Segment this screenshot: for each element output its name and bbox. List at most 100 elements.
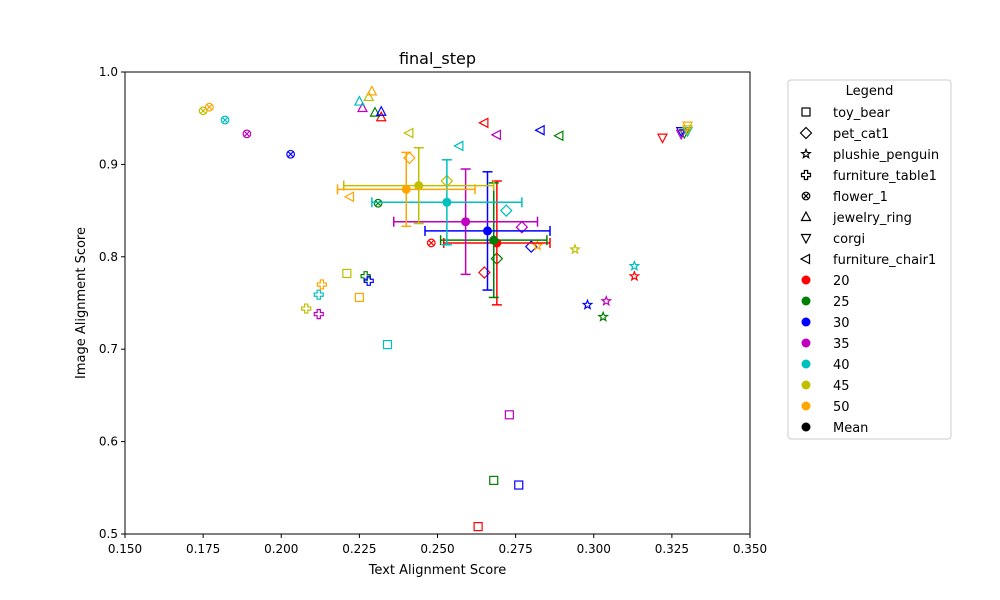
legend-label: furniture_chair1	[833, 253, 936, 268]
legend-dot	[801, 275, 811, 285]
data-point-furniture_chair1-30	[534, 124, 545, 136]
data-point-plushie_penguin-35	[600, 294, 613, 307]
data-point-pet_cat1-35	[515, 220, 529, 234]
y-axis: 0.5 0.6 0.7 0.8 0.9 1.0	[99, 65, 125, 541]
x-axis: 0.150 0.175 0.200 0.225 0.250 0.275 0.300 0.325…	[108, 534, 767, 556]
data-point-flower_1-30	[286, 149, 296, 159]
legend-marker-jewelry_ring	[800, 210, 812, 222]
mean-errorbar-50	[336, 151, 476, 228]
x-tick-label: 0.350	[733, 542, 767, 556]
data-point-flower_1-35	[242, 129, 252, 139]
data-point-plushie_penguin-40	[628, 259, 641, 272]
legend-item-furniture_chair1: furniture_chair1	[799, 253, 936, 268]
mean-errorbar-35	[393, 168, 539, 276]
data-point-furniture_chair1-45	[403, 127, 414, 139]
legend-marker-toy_bear	[801, 107, 811, 117]
data-point-toy_bear-25	[489, 475, 499, 486]
data-point-toy_bear-20	[473, 522, 483, 532]
mean-point-25	[489, 235, 499, 245]
legend-label: 30	[833, 316, 850, 331]
legend-item-step-50: 50	[801, 400, 850, 415]
legend-label: jewelry_ring	[832, 211, 912, 226]
legend-item-mean: Mean	[801, 421, 868, 436]
data-point-flower_1-50	[204, 102, 214, 112]
legend-label: 40	[833, 358, 850, 373]
legend-marker-furniture_table1	[800, 169, 812, 181]
data-point-corgi-45	[682, 125, 693, 136]
mean-point-50	[401, 184, 411, 194]
data-point-furniture_chair1-40	[453, 140, 464, 152]
x-tick-label: 0.250	[420, 542, 454, 556]
legend-label: 50	[833, 400, 850, 415]
data-point-toy_bear-35	[504, 410, 514, 420]
data-point-jewelry_ring-45	[363, 90, 375, 102]
legend-item-step-45: 45	[801, 379, 850, 394]
legend-box	[787, 79, 952, 440]
data-point-furniture_table1-25	[360, 271, 371, 282]
y-tick-label: 0.6	[99, 435, 118, 449]
y-tick-label: 0.5	[99, 527, 118, 541]
mean-point-35	[461, 217, 471, 227]
mean-errorbar-45	[343, 147, 495, 225]
legend-dot	[801, 359, 811, 369]
x-tick-label: 0.150	[108, 542, 142, 556]
x-axis-label: Text Alignment Score	[368, 563, 507, 578]
data-point-furniture_chair1-25	[553, 130, 564, 142]
data-point-plushie_penguin-25	[597, 310, 610, 322]
legend-item-step-40: 40	[801, 358, 850, 373]
legend-label: furniture_table1	[833, 169, 937, 184]
mean-point-30	[483, 226, 492, 236]
plot-area	[198, 85, 693, 532]
legend-marker-flower_1	[801, 191, 811, 201]
y-axis-label: Image Alignment Score	[74, 227, 89, 379]
legend-label: toy_bear	[833, 106, 890, 121]
x-tick-label: 0.275	[498, 542, 532, 556]
legend-label: Mean	[833, 421, 868, 436]
x-tick-label: 0.225	[342, 542, 376, 556]
data-point-furniture_chair1-35	[490, 129, 501, 141]
mean-point-40	[442, 197, 452, 207]
data-point-corgi-20	[657, 133, 668, 144]
data-point-corgi-35	[675, 129, 687, 141]
data-point-toy_bear-50	[354, 292, 364, 303]
legend-label: flower_1	[833, 190, 888, 205]
legend-marker-corgi	[800, 233, 812, 245]
data-point-furniture_table1-50	[316, 279, 327, 290]
data-point-pet_cat1-40	[499, 204, 513, 217]
data-point-jewelry_ring-50	[366, 85, 378, 96]
legend-label: plushie_penguin	[833, 148, 939, 163]
x-tick-label: 0.325	[655, 542, 689, 556]
legend: Legend toy_bear pet_cat1 plushie_penguinfu…	[787, 79, 952, 440]
data-point-furniture_chair1-50	[343, 191, 355, 203]
legend-item-corgi: corgi	[800, 232, 865, 247]
y-tick-label: 0.7	[99, 342, 118, 356]
legend-item-step-20: 20	[801, 274, 850, 289]
legend-label: 25	[833, 295, 850, 310]
y-tick-label: 0.9	[99, 157, 118, 171]
y-tick-label: 1.0	[99, 65, 118, 79]
data-point-toy_bear-45	[342, 268, 352, 279]
legend-item-step-35: 35	[801, 337, 850, 352]
data-point-jewelry_ring-25	[369, 106, 381, 117]
data-point-toy_bear-40	[382, 339, 393, 350]
data-point-plushie_penguin-50	[531, 239, 544, 251]
legend-label: 45	[833, 379, 850, 394]
data-point-corgi-30	[675, 127, 687, 138]
data-point-jewelry_ring-40	[353, 95, 365, 106]
data-point-toy_bear-30	[514, 480, 524, 490]
legend-item-pet_cat1: pet_cat1	[799, 126, 889, 142]
data-point-furniture_table1-35	[313, 308, 324, 320]
plot-frame	[124, 71, 751, 535]
legend-marker-pet_cat1	[799, 126, 813, 140]
data-point-furniture_table1-40	[313, 289, 324, 300]
legend-dot	[801, 380, 811, 390]
legend-item-step-30: 30	[801, 316, 850, 331]
legend-item-furniture_table1: furniture_table1	[800, 169, 937, 184]
legend-label: 20	[833, 274, 850, 289]
data-point-corgi-50	[682, 121, 693, 132]
data-point-furniture_table1-30	[363, 275, 374, 286]
legend-item-flower_1: flower_1	[801, 190, 888, 205]
data-point-plushie_penguin-20	[628, 269, 641, 282]
legend-label: pet_cat1	[833, 127, 889, 142]
